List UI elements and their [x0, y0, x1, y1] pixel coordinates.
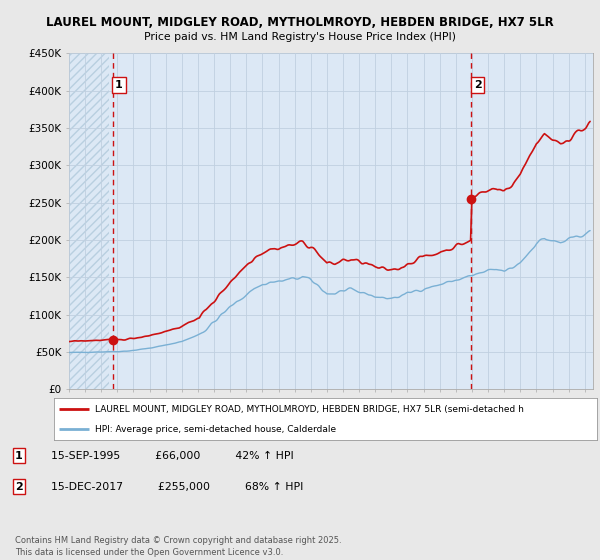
Text: Price paid vs. HM Land Registry's House Price Index (HPI): Price paid vs. HM Land Registry's House … — [144, 32, 456, 43]
Text: 1: 1 — [115, 80, 123, 90]
Text: 2: 2 — [473, 80, 481, 90]
Text: 1: 1 — [15, 451, 23, 461]
Text: HPI: Average price, semi-detached house, Calderdale: HPI: Average price, semi-detached house,… — [95, 424, 336, 433]
Text: 15-DEC-2017          £255,000          68% ↑ HPI: 15-DEC-2017 £255,000 68% ↑ HPI — [51, 482, 304, 492]
Text: LAUREL MOUNT, MIDGLEY ROAD, MYTHOLMROYD, HEBDEN BRIDGE, HX7 5LR (semi-detached h: LAUREL MOUNT, MIDGLEY ROAD, MYTHOLMROYD,… — [95, 405, 524, 414]
Text: 15-SEP-1995          £66,000          42% ↑ HPI: 15-SEP-1995 £66,000 42% ↑ HPI — [51, 451, 294, 461]
Text: Contains HM Land Registry data © Crown copyright and database right 2025.
This d: Contains HM Land Registry data © Crown c… — [15, 536, 341, 557]
Text: 2: 2 — [15, 482, 23, 492]
Text: LAUREL MOUNT, MIDGLEY ROAD, MYTHOLMROYD, HEBDEN BRIDGE, HX7 5LR: LAUREL MOUNT, MIDGLEY ROAD, MYTHOLMROYD,… — [46, 16, 554, 29]
